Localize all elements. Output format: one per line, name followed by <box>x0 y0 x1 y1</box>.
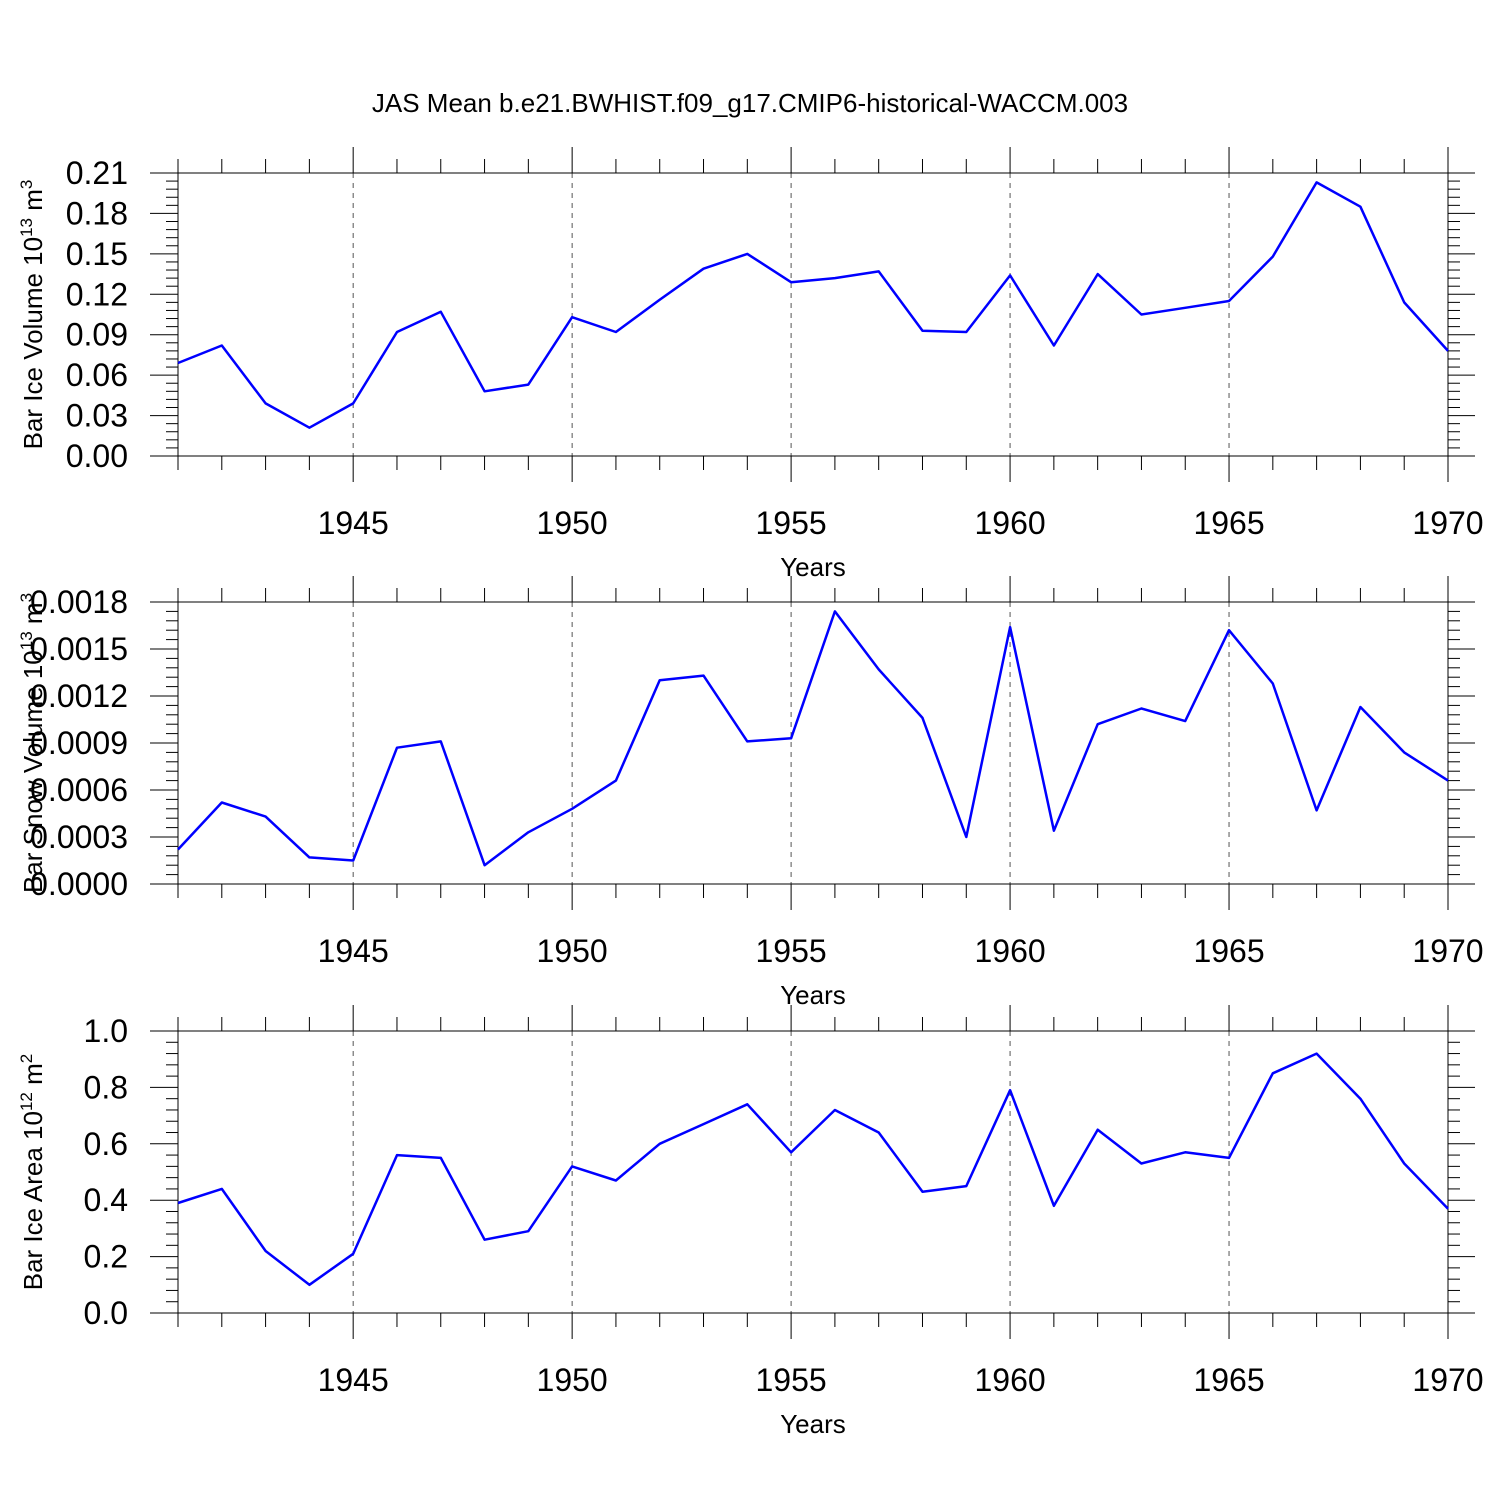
x-axis-title: Years <box>780 1409 846 1439</box>
x-tick-label-1965: 1965 <box>1193 505 1264 541</box>
y-axis-title-unit: m <box>18 189 48 218</box>
y-tick-label: 0.15 <box>66 236 128 272</box>
y-axis-title-exponent: 13 <box>17 631 36 650</box>
y-tick-label: 0.06 <box>66 357 128 393</box>
y-tick-label: 0.12 <box>66 276 128 312</box>
y-axis-title-unit-exponent: 3 <box>17 593 36 602</box>
y-axis-title-main: Bar Ice Volume 10 <box>18 237 48 449</box>
x-tick-label-1965: 1965 <box>1193 1362 1264 1398</box>
y-tick-label: 1.0 <box>84 1013 128 1049</box>
y-tick-label: 0.0015 <box>30 631 128 667</box>
y-axis-title-exponent: 12 <box>17 1092 36 1111</box>
y-axis-title-exponent: 13 <box>17 218 36 237</box>
y-tick-label: 0.0 <box>84 1295 128 1331</box>
y-tick-label: 0.8 <box>84 1069 128 1105</box>
y-tick-label: 0.0003 <box>30 819 128 855</box>
y-axis-title: Bar Ice Area 1012 m2 <box>17 1054 48 1291</box>
y-tick-label: 0.09 <box>66 317 128 353</box>
x-tick-label-1950: 1950 <box>537 505 608 541</box>
series-line-3 <box>177 1052 1449 1287</box>
x-tick-label-1945: 1945 <box>318 1362 389 1398</box>
y-axis-title-unit-exponent: 3 <box>17 180 36 189</box>
y-axis-title: Bar Snow Volume 1013 m3 <box>17 593 48 893</box>
panel-1: 0.00 0.03 0.06 0.09 0.12 0.15 0.18 0.21 1945 1950… <box>17 147 1484 582</box>
x-tick-label-1950: 1950 <box>537 1362 608 1398</box>
y-tick-label: 0.0009 <box>30 725 128 761</box>
y-axis-title-unit: m <box>18 1063 48 1092</box>
y-tick-label: 0.0018 <box>30 584 128 620</box>
y-axis-title-unit: m <box>18 602 48 631</box>
x-tick-label-1955: 1955 <box>756 933 827 969</box>
y-tick-label: 0.0000 <box>30 866 128 902</box>
figure-title: JAS Mean b.e21.BWHIST.f09_g17.CMIP6-hist… <box>372 88 1128 118</box>
x-tick-label-1970: 1970 <box>1412 933 1483 969</box>
x-axis-title: Years <box>780 552 846 582</box>
x-tick-label-1960: 1960 <box>974 505 1045 541</box>
x-tick-label-1950: 1950 <box>537 933 608 969</box>
y-axis-title-main: Bar Snow Volume 10 <box>18 650 48 893</box>
y-tick-label: 0.0012 <box>30 678 128 714</box>
y-tick-label: 0.18 <box>66 195 128 231</box>
y-tick-label: 0.03 <box>66 398 128 434</box>
x-tick-label-1955: 1955 <box>756 1362 827 1398</box>
y-tick-label: 0.21 <box>66 155 128 191</box>
y-tick-label: 0.2 <box>84 1239 128 1275</box>
x-tick-label-1970: 1970 <box>1412 505 1483 541</box>
series-line-1 <box>177 181 1449 429</box>
y-axis-title: Bar Ice Volume 1013 m3 <box>17 180 48 450</box>
y-tick-label: 0.6 <box>84 1126 128 1162</box>
x-tick-label-1960: 1960 <box>974 1362 1045 1398</box>
x-axis-title: Years <box>780 980 846 1010</box>
x-tick-label-1970: 1970 <box>1412 1362 1483 1398</box>
x-tick-label-1960: 1960 <box>974 933 1045 969</box>
y-tick-label: 0.4 <box>84 1182 128 1218</box>
series-line-2 <box>177 610 1449 867</box>
y-tick-label: 0.0006 <box>30 772 128 808</box>
panel-3: 0.0 0.2 0.4 0.6 0.8 1.0 1945 1950 1955 1960 1965 19… <box>17 1005 1484 1439</box>
x-tick-label-1945: 1945 <box>318 505 389 541</box>
x-tick-label-1945: 1945 <box>318 933 389 969</box>
y-tick-label: 0.00 <box>66 438 128 474</box>
x-tick-label-1955: 1955 <box>756 505 827 541</box>
y-axis-title-unit-exponent: 2 <box>17 1054 36 1063</box>
x-tick-label-1965: 1965 <box>1193 933 1264 969</box>
y-axis-title-main: Bar Ice Area 10 <box>18 1111 48 1290</box>
panel-2: 0.0000 0.0003 0.0006 0.0009 0.0012 0.0015 0.00… <box>17 576 1484 1010</box>
